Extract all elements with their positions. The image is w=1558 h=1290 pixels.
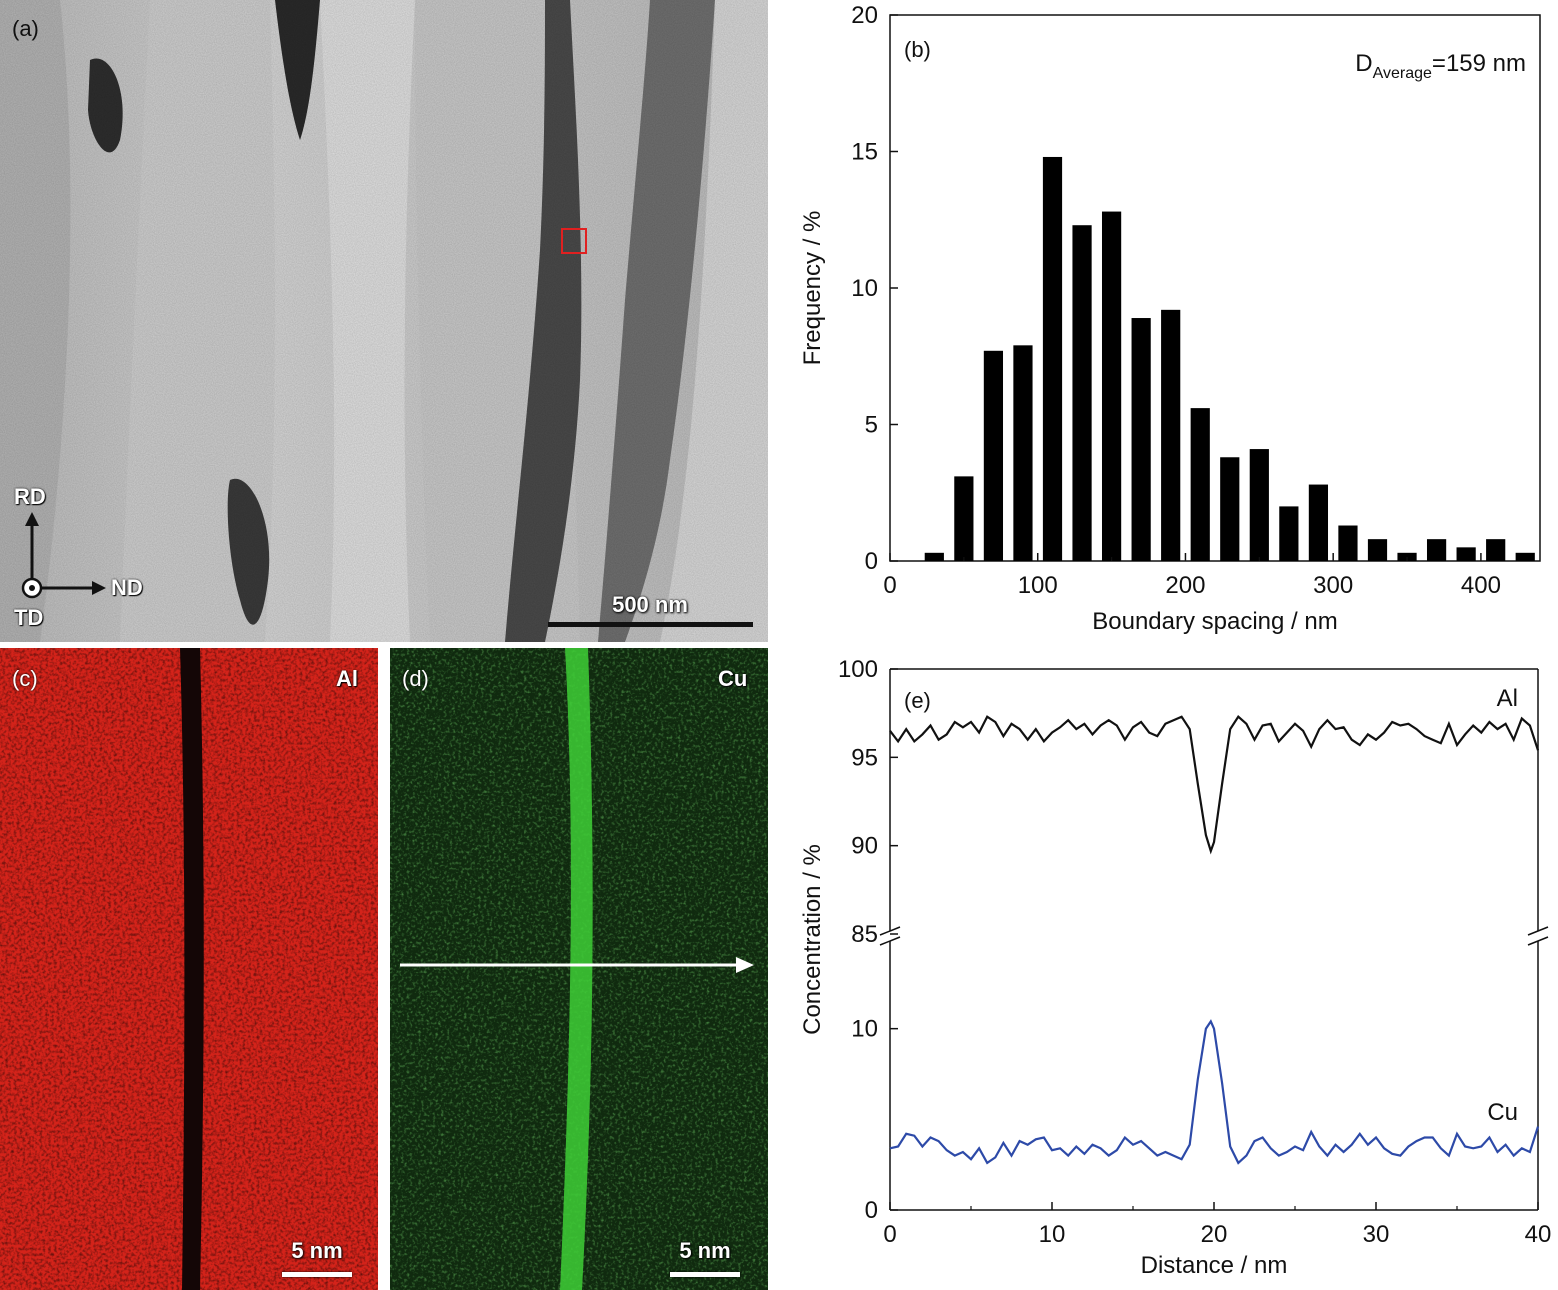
x-tick-label: 30: [1363, 1221, 1390, 1248]
histogram-bar: [1131, 318, 1151, 561]
x-tick-label: 400: [1461, 572, 1501, 599]
panel-d-label: (d): [402, 666, 429, 691]
x-tick-label: 100: [1018, 572, 1058, 599]
x-tick-label: 200: [1165, 572, 1205, 599]
orientation-axes: [21, 512, 106, 599]
al-eds-map-image: [0, 648, 378, 1290]
x-tick-label: 0: [883, 572, 896, 599]
scale-bar-label-c: 5 nm: [291, 1238, 343, 1263]
y-tick-label-upper: 95: [851, 744, 878, 771]
average-spacing-annotation: DAverage=159 nm: [1355, 50, 1526, 82]
y-axis-title: Frequency / %: [799, 211, 826, 366]
y-tick-label: 5: [865, 412, 878, 439]
y-tick-label: 15: [851, 139, 878, 166]
y-tick-label-lower: 0: [865, 1197, 878, 1224]
scale-bar-c: [282, 1272, 352, 1277]
histogram-bar: [954, 476, 974, 561]
rd-axis-label: RD: [14, 484, 46, 509]
panel-a-label: (a): [12, 16, 39, 41]
selected-region-box: [561, 228, 587, 254]
cu-element-label: Cu: [718, 666, 748, 691]
x-tick-label: 0: [883, 1221, 896, 1248]
y-tick-label-upper: 90: [851, 833, 878, 860]
scale-bar-a: [548, 622, 753, 627]
scale-bar-d: [670, 1272, 740, 1277]
x-axis-title: Boundary spacing / nm: [1092, 608, 1337, 635]
x-tick-label: 40: [1525, 1221, 1552, 1248]
tem-micrograph-image: [0, 0, 768, 642]
y-tick-label: 20: [851, 2, 878, 29]
y-tick-label-upper: 85: [851, 921, 878, 948]
cu-series-label: Cu: [1487, 1099, 1518, 1126]
histogram-bar: [1042, 156, 1063, 561]
histogram-bar: [1220, 457, 1240, 561]
axis-break-mark: [879, 936, 901, 946]
scale-bar-label-a: 500 nm: [612, 592, 688, 617]
histogram-bar: [1190, 408, 1210, 561]
histogram-bar: [1367, 539, 1388, 561]
nd-axis-label: ND: [111, 575, 143, 600]
histogram-bar: [1161, 309, 1181, 561]
panel-e-label: (e): [904, 688, 931, 713]
histogram-bar: [1101, 211, 1122, 561]
histogram-bar: [1013, 345, 1033, 561]
histogram-bar: [1515, 552, 1535, 561]
histogram-bar: [983, 350, 1004, 561]
al-eds-map-panel: (c) Al 5 nm: [0, 648, 378, 1290]
boundary-spacing-histogram: 0 100 200 300 400 0 5 10 15 20 Boundary spacing / …: [799, 2, 1541, 635]
histogram-bar: [1279, 506, 1299, 561]
x-tick-label: 10: [1039, 1221, 1066, 1248]
histogram-bar: [1486, 539, 1506, 561]
concentration-line-profile: 0 10 20 30 40 85 90 95 100 0 10 Al Cu (e) Distance / n…: [799, 656, 1552, 1279]
histogram-bar: [1456, 547, 1476, 561]
histogram-bar: [1338, 525, 1358, 561]
panel-b-label: (b): [904, 37, 931, 62]
histogram-bar: [1308, 484, 1329, 561]
scale-bar-label-d: 5 nm: [679, 1238, 731, 1263]
y-tick-label-upper: 100: [838, 656, 878, 683]
axis-break-mark: [879, 926, 901, 936]
x-axis-title: Distance / nm: [1141, 1252, 1288, 1279]
y-tick-label: 0: [865, 548, 878, 575]
al-concentration-line: [889, 715, 1540, 855]
y-tick-label: 10: [851, 275, 878, 302]
axis-break-mark: [1527, 926, 1549, 936]
al-element-label: Al: [336, 666, 358, 691]
histogram-bar: [1072, 225, 1092, 561]
axis-break-mark: [1527, 936, 1549, 946]
cu-eds-map-panel: (d) Cu 5 nm: [390, 648, 768, 1290]
al-series-label: Al: [1497, 685, 1518, 712]
cu-eds-map-image: [390, 648, 768, 1290]
td-axis-label: TD: [14, 605, 44, 630]
x-tick-label: 300: [1313, 572, 1353, 599]
panel-c-label: (c): [12, 666, 38, 691]
line-scan-arrowhead: [736, 957, 754, 973]
histogram-bar: [924, 552, 944, 561]
x-tick-label: 20: [1201, 1221, 1228, 1248]
y-axis-title: Concentration / %: [799, 844, 826, 1035]
histogram-bar: [1397, 552, 1417, 561]
tem-micrograph-panel: (a) RD ND TD 500 nm: [0, 0, 768, 642]
histogram-bar: [1426, 539, 1447, 561]
histogram-bar: [1249, 449, 1269, 561]
y-tick-label-lower: 10: [851, 1016, 878, 1043]
cu-concentration-line: [889, 1019, 1540, 1165]
